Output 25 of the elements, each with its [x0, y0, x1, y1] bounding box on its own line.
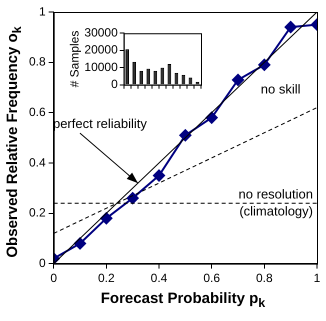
- y-tick-label: 1: [38, 4, 46, 18]
- y-tick-label: 0: [111, 77, 118, 92]
- x-tick-label: 0: [50, 271, 58, 286]
- x-tick-label: 1: [314, 271, 321, 286]
- y-tick-label: 30000: [84, 26, 118, 40]
- x-tick-label: 0.8: [256, 271, 273, 286]
- x-tick-label: 0.4: [150, 271, 168, 286]
- point: [284, 21, 297, 34]
- y-tick-label: 20000: [84, 42, 118, 57]
- point: [126, 192, 139, 204]
- x-tick-label: 0.6: [203, 271, 220, 286]
- y-tick-label: 0.4: [28, 155, 46, 170]
- point: [232, 74, 244, 86]
- point: [153, 170, 166, 182]
- y-tick-label: 0: [38, 256, 46, 270]
- annotation: perfect reliability: [52, 116, 148, 132]
- ref-line-label: no resolution (climatology): [238, 186, 313, 218]
- y-axis-title: # Samples: [68, 30, 82, 88]
- y-tick-label: 0.8: [28, 54, 46, 69]
- point: [100, 212, 112, 224]
- y-tick-label: 10000: [84, 60, 118, 74]
- y-tick-label: 0.2: [28, 206, 46, 220]
- annotation: no skill: [260, 81, 301, 96]
- x-axis-title: Forecast Probability p$_{k}$: [100, 290, 266, 310]
- y-tick-label: 0.6: [28, 104, 46, 119]
